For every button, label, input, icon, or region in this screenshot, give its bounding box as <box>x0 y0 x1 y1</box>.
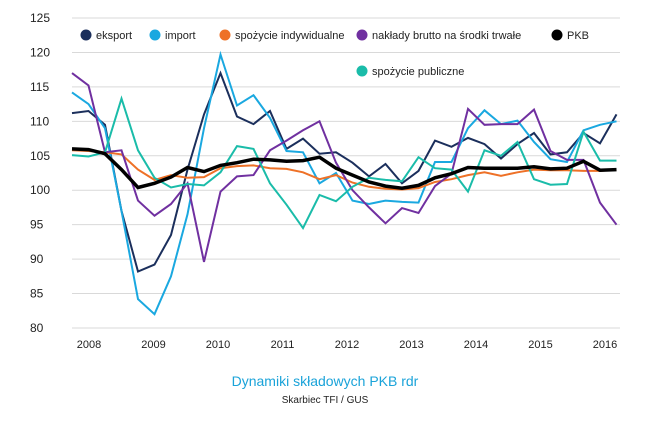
legend-label: PKB <box>567 30 589 42</box>
legend-marker <box>219 29 231 41</box>
y-tick-label: 90 <box>30 252 44 266</box>
legend-item: nakłady brutto na środki trwałe <box>356 29 521 42</box>
series-lines <box>71 50 618 316</box>
legend-marker <box>551 29 563 41</box>
x-tick-label: 2010 <box>206 339 230 351</box>
y-tick-label: 110 <box>30 114 49 128</box>
legend-marker <box>149 29 161 41</box>
x-tick-label: 2015 <box>528 339 552 351</box>
y-tick-label: 105 <box>30 149 50 163</box>
y-tick-label: 125 <box>30 11 50 25</box>
legend-item: eksport <box>80 29 132 42</box>
x-tick-label: 2016 <box>593 339 617 351</box>
y-tick-label: 115 <box>30 80 49 94</box>
y-axis-ticks: 125 120 115 110 105 100 95 90 85 80 <box>30 11 50 335</box>
y-tick-label: 100 <box>30 183 50 197</box>
x-tick-label: 2011 <box>271 339 295 351</box>
legend-label: import <box>165 30 196 42</box>
x-tick-label: 2008 <box>77 339 101 351</box>
legend-label: spożycie indywidualne <box>235 30 344 42</box>
legend-label: spożycie publiczne <box>372 66 464 78</box>
x-tick-label: 2012 <box>335 339 359 351</box>
y-tick-label: 85 <box>30 287 44 301</box>
y-tick-label: 120 <box>30 45 50 59</box>
legend-marker <box>356 29 368 41</box>
x-tick-label: 2014 <box>464 339 488 351</box>
series-line-2 <box>71 149 617 191</box>
legend-marker <box>356 65 368 77</box>
legend-item: spożycie publiczne <box>356 65 464 78</box>
chart-source: Skarbiec TFI / GUS <box>281 395 369 406</box>
legend-item: import <box>149 29 196 42</box>
legend-marker <box>80 29 92 41</box>
legend-label: nakłady brutto na środki trwałe <box>372 30 521 42</box>
legend-label: eksport <box>96 30 132 42</box>
legend: eksport import spożycie indywidualne nakład… <box>80 29 589 78</box>
x-axis-ticks: 2008 2009 2010 2011 2012 2013 2014 2015 2016 <box>77 339 617 351</box>
legend-item: PKB <box>551 29 589 42</box>
series-line-0 <box>71 70 618 273</box>
y-tick-label: 80 <box>30 321 44 335</box>
series-line-4 <box>71 147 617 190</box>
y-tick-label: 95 <box>30 218 44 232</box>
series-line-5 <box>71 95 617 231</box>
series-line-3 <box>71 72 618 263</box>
x-tick-label: 2013 <box>399 339 423 351</box>
legend-item: spożycie indywidualne <box>219 29 344 42</box>
series-line-1 <box>71 50 617 316</box>
chart-title: Dynamiki składowych PKB rdr <box>231 373 419 389</box>
x-tick-label: 2009 <box>141 339 165 351</box>
